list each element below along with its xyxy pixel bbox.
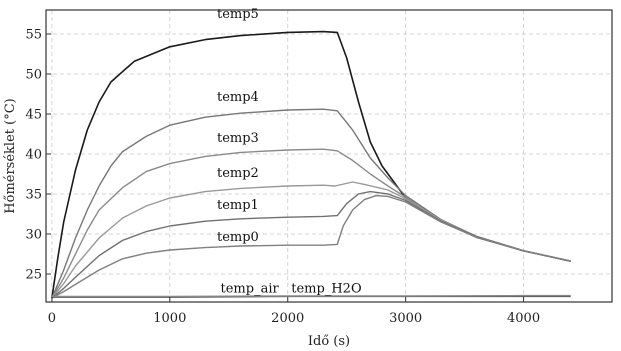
series-label-temp3: temp3	[217, 131, 259, 146]
y-tick-label: 50	[25, 68, 42, 83]
x-tick-label: 4000	[507, 311, 540, 326]
series-line-temp5	[51, 30, 571, 299]
x-axis-label: Idő (s)	[308, 334, 350, 349]
y-tick-label: 40	[25, 148, 42, 163]
y-tick-label: 55	[25, 28, 42, 43]
series-line-temp3	[51, 148, 571, 299]
series-line-temp2	[51, 181, 571, 299]
y-tick-label: 30	[25, 228, 42, 243]
y-tick-label: 35	[25, 188, 42, 203]
series-label-temp-h2o: temp_H2O	[291, 281, 361, 296]
x-tick-label: 0	[48, 311, 56, 326]
plot-frame	[45, 9, 613, 303]
y-tick-label: 45	[25, 108, 42, 123]
y-axis-label: Hőmérséklet (°C)	[3, 98, 18, 213]
series-line-temp4	[51, 108, 571, 299]
series-labels: temp5 temp4 temp3 temp2 temp1 temp0 temp_air te…	[217, 7, 362, 296]
grid	[46, 10, 612, 302]
x-tick-label: 3000	[389, 311, 422, 326]
y-tick-label: 25	[25, 268, 42, 283]
series-label-temp5: temp5	[217, 7, 259, 22]
series-line-temp-h2o	[51, 294, 571, 298]
series-line-temp1	[51, 190, 571, 299]
x-axis-ticks: 0 1000 2000 3000 4000	[48, 297, 540, 326]
series-layer	[51, 30, 571, 299]
series-label-temp2: temp2	[217, 166, 259, 181]
series-label-temp0: temp0	[217, 230, 259, 245]
series-label-temp4: temp4	[217, 90, 259, 105]
x-tick-label: 2000	[271, 311, 304, 326]
y-axis-ticks: 25 30 35 40 45 50 55	[25, 28, 51, 283]
series-label-temp1: temp1	[217, 198, 259, 213]
series-label-temp-air: temp_air	[221, 281, 280, 296]
x-tick-label: 1000	[153, 311, 186, 326]
series-line-temp0	[51, 194, 571, 299]
